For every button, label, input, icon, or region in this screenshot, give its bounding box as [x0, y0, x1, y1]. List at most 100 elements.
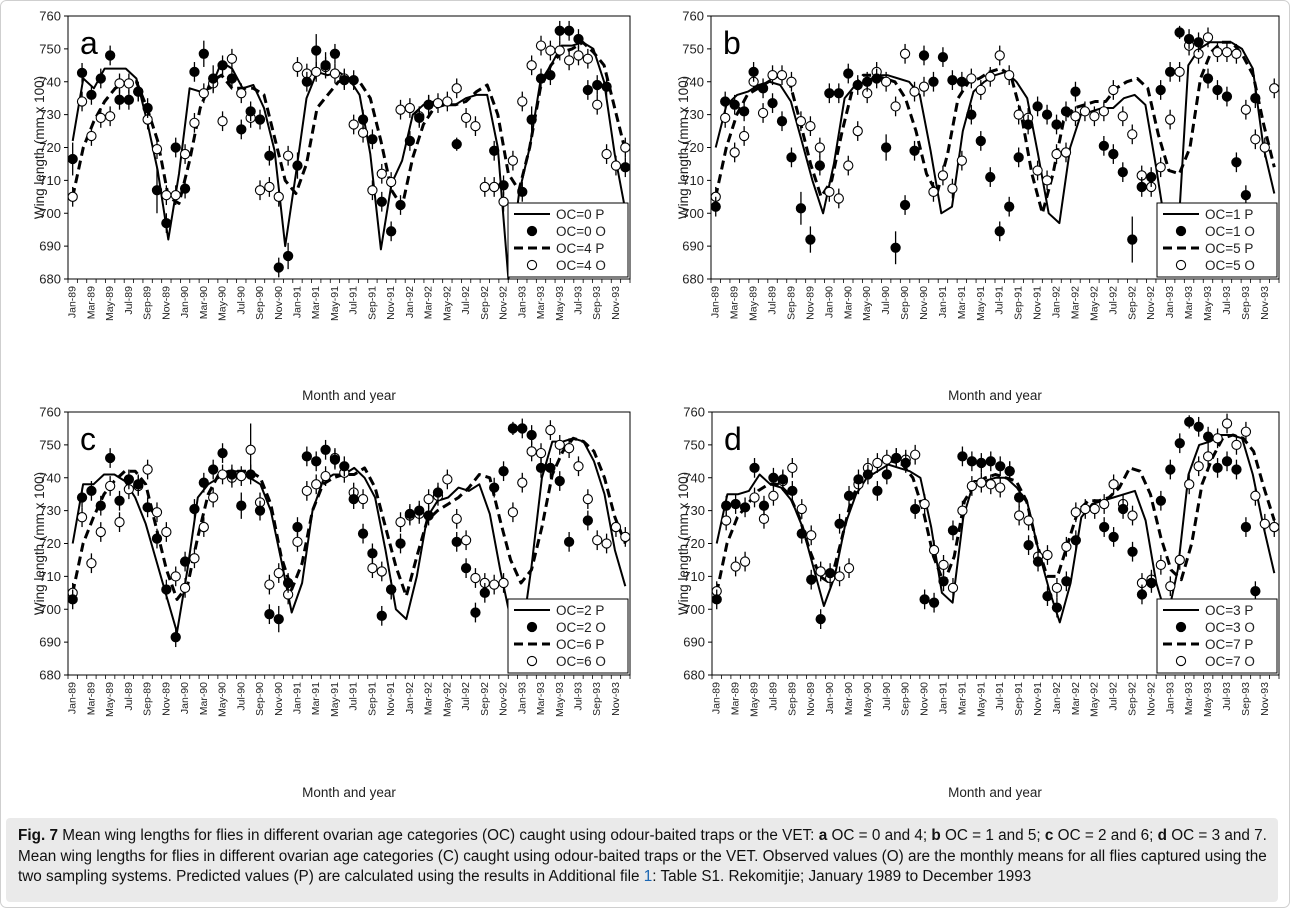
observed-point: [282, 577, 294, 589]
observed-point: [994, 226, 1005, 237]
caption-text-b: OC = 1 and 5;: [940, 827, 1045, 844]
observed-point: [1193, 421, 1204, 432]
observed-open-point: [1070, 111, 1081, 122]
x-tick-label: Sep-93: [1240, 286, 1252, 320]
observed-open-point: [554, 45, 565, 56]
legend-label: OC=0 P: [556, 207, 604, 222]
x-tick-label: Jan-92: [404, 682, 416, 714]
y-tick-label: 700: [682, 206, 704, 221]
observed-point: [795, 203, 807, 214]
observed-point: [805, 234, 816, 245]
observed-open-point: [957, 505, 968, 516]
x-tick-label: Jan-91: [291, 286, 303, 318]
observed-point: [1184, 416, 1195, 428]
observed-open-point: [1023, 515, 1034, 526]
observed-point: [432, 487, 444, 498]
observed-open-point: [460, 535, 472, 546]
observed-open-point: [1174, 66, 1185, 78]
observed-point: [739, 502, 751, 513]
observed-open-point: [757, 107, 769, 119]
observed-point: [767, 97, 778, 109]
observed-open-point: [545, 45, 556, 56]
legend: OC=1 P OC=1 O OC=5 P OC=5 O: [1156, 202, 1278, 278]
x-tick-label: Nov-90: [919, 682, 931, 716]
panel-label: d: [724, 421, 742, 457]
x-tick-label: Jul-92: [460, 286, 472, 315]
observed-open-point: [517, 477, 528, 488]
observed-open-point: [1202, 32, 1214, 43]
observed-point: [470, 607, 481, 618]
observed-open-point: [976, 477, 987, 488]
observed-point: [957, 451, 968, 462]
x-tick-label: May-91: [975, 682, 987, 717]
observed-open-point: [1164, 114, 1176, 125]
observed-open-point: [843, 160, 854, 171]
observed-open-point: [329, 68, 341, 79]
observed-open-point: [264, 579, 275, 590]
observed-open-point: [610, 160, 622, 171]
observed-point: [1051, 119, 1062, 130]
x-tick-label: May-92: [1088, 286, 1100, 321]
observed-point: [545, 462, 556, 474]
observed-open-point: [1013, 510, 1025, 521]
y-tick-label: 730: [39, 503, 61, 518]
y-tick-label: 690: [682, 239, 704, 254]
legend: OC=0 P OC=0 O OC=4 P OC=4 O: [507, 202, 629, 278]
observed-point: [899, 199, 911, 211]
y-tick-label: 680: [682, 272, 704, 287]
observed-point: [329, 48, 341, 59]
x-tick-label: Nov-93: [610, 682, 622, 716]
observed-point: [357, 528, 369, 539]
observed-point: [1202, 431, 1214, 442]
observed-open-point: [507, 155, 519, 166]
x-tick-label: Nov-89: [160, 286, 172, 320]
chart-panel-c: 680 690 700 710 720 730 740 750 760 Jan-89 Mar-89 M…: [32, 405, 631, 800]
observed-open-point: [890, 101, 901, 112]
observed-open-point: [376, 566, 387, 577]
x-tick-label: Nov-93: [610, 286, 622, 320]
x-tick-label: May-91: [329, 286, 341, 321]
observed-point: [582, 84, 593, 96]
panel-label: c: [80, 421, 96, 457]
x-tick-label: Sep-92: [1126, 286, 1138, 320]
observed-open-point: [236, 88, 247, 99]
observed-point: [956, 76, 968, 87]
observed-open-point: [189, 117, 200, 128]
observed-point: [824, 567, 836, 579]
y-tick-label: 730: [683, 503, 705, 518]
observed-point: [517, 423, 528, 434]
observed-point: [1004, 466, 1015, 477]
observed-point: [105, 50, 116, 61]
x-tick-label: Jan-91: [937, 286, 949, 318]
observed-open-point: [86, 130, 97, 142]
x-tick-label: Mar-91: [310, 286, 322, 319]
observed-open-point: [105, 480, 116, 492]
observed-point: [862, 469, 874, 480]
x-tick-label: May-89: [748, 286, 760, 321]
observed-open-point: [833, 193, 844, 204]
observed-point: [815, 613, 826, 625]
observed-open-point: [1231, 48, 1242, 59]
observed-open-point: [489, 579, 500, 590]
additional-file-link[interactable]: 1: [643, 868, 653, 885]
observed-open-point: [814, 142, 826, 153]
observed-open-point: [573, 461, 584, 472]
observed-point: [786, 152, 797, 163]
observed-open-point: [1240, 104, 1252, 115]
observed-open-point: [208, 492, 219, 503]
observed-point: [198, 477, 209, 488]
observed-point: [414, 112, 425, 124]
observed-open-point: [1221, 418, 1233, 429]
x-tick-label: Jul-91: [994, 682, 1006, 711]
observed-open-point: [198, 521, 209, 533]
x-tick-label: Nov-89: [804, 286, 816, 320]
x-tick-label: Sep-93: [1240, 682, 1252, 716]
observed-point: [217, 60, 228, 71]
observed-point: [843, 490, 855, 501]
observed-open-point: [918, 81, 930, 92]
x-tick-label: Jan-93: [516, 286, 528, 318]
y-tick-label: 680: [39, 668, 61, 683]
observed-point: [976, 457, 987, 469]
observed-open-point: [881, 454, 892, 465]
observed-point: [151, 533, 163, 544]
